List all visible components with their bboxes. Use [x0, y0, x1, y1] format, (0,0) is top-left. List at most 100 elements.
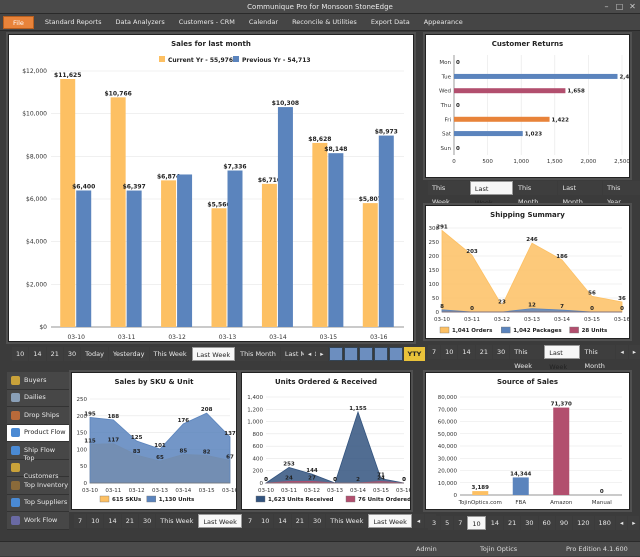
- pie-chart-icon[interactable]: [358, 347, 373, 361]
- sidebar-item-top-customers[interactable]: Top Customers: [7, 454, 69, 480]
- x-tick-label: Amazon: [550, 500, 573, 506]
- sidebar-item-top-inventory[interactable]: Top Inventory: [7, 477, 69, 495]
- sales-tab-10[interactable]: 10: [12, 347, 29, 361]
- source-tab-120[interactable]: 120: [573, 516, 594, 530]
- legend-swatch: [439, 326, 450, 334]
- sidebar-item-top-suppliers[interactable]: Top Suppliers: [7, 494, 69, 512]
- menu-appearance[interactable]: Appearance: [423, 17, 463, 26]
- sales-tab-14[interactable]: 14: [29, 347, 46, 361]
- source-tab-14[interactable]: 14: [486, 516, 503, 530]
- shipping-tab-this-week[interactable]: This Week: [510, 345, 544, 370]
- source-tab-21[interactable]: 21: [503, 516, 521, 530]
- sku-tab-21[interactable]: 21: [121, 514, 138, 528]
- data-label: 117: [108, 438, 120, 444]
- sidebar-item-dailies[interactable]: Dailies: [7, 389, 69, 407]
- shipping-tab-10[interactable]: 10: [441, 345, 458, 359]
- units-tab-7[interactable]: 7: [244, 514, 257, 528]
- prev-arrow-icon[interactable]: ◂: [616, 345, 628, 359]
- yty-button[interactable]: YTY: [403, 347, 426, 361]
- shipping-tab-30[interactable]: 30: [492, 345, 510, 359]
- y-tick-label: Fri: [444, 117, 451, 123]
- sidebar-item-label: Ship Flow: [24, 445, 56, 454]
- returns-tab-this-year[interactable]: This Year: [603, 181, 640, 206]
- sales-tab-30[interactable]: 30: [63, 347, 81, 361]
- y-tick-label: 200: [429, 254, 440, 260]
- sku-tab-this-week[interactable]: This Week: [156, 514, 198, 528]
- shipping-tab-last-week[interactable]: Last Week: [544, 345, 580, 371]
- returns-tab-this-week[interactable]: This Week: [428, 181, 469, 206]
- shipping-tab-7[interactable]: 7: [428, 345, 441, 359]
- sku-tab-7[interactable]: 7: [74, 514, 87, 528]
- sales-tab-yesterday[interactable]: Yesterday: [108, 347, 149, 361]
- y-tick-label: 1,200: [247, 407, 263, 413]
- menu-data-analyzers[interactable]: Data Analyzers: [115, 17, 165, 26]
- data-label: $6,400: [72, 183, 95, 190]
- sales-tab-this-week[interactable]: This Week: [149, 347, 191, 361]
- units-tab-last-week[interactable]: Last Week: [368, 514, 412, 528]
- sku-tab-30[interactable]: 30: [138, 514, 156, 528]
- y-tick-label: 1,400: [247, 395, 263, 401]
- menu-export-data[interactable]: Export Data: [370, 17, 410, 26]
- returns-tab-last-month[interactable]: Last Month: [558, 181, 603, 206]
- source-tab-180[interactable]: 180: [594, 516, 615, 530]
- sku-tab-10[interactable]: 10: [87, 514, 104, 528]
- shipping-tab-21[interactable]: 21: [475, 345, 492, 359]
- close-icon[interactable]: ✕: [629, 2, 636, 11]
- sidebar-item-buyers[interactable]: Buyers: [7, 372, 69, 390]
- source-tab-7[interactable]: 7: [454, 516, 467, 530]
- source-tab-30[interactable]: 30: [521, 516, 538, 530]
- bar-chart-icon[interactable]: [328, 347, 343, 361]
- menu-calendar[interactable]: Calendar: [248, 17, 279, 26]
- data-label: 291: [436, 225, 448, 231]
- x-tick-label: FBA: [515, 500, 526, 506]
- sales-tab-this-month[interactable]: This Month: [236, 347, 280, 361]
- menu-standard-reports[interactable]: Standard Reports: [44, 17, 102, 26]
- units-tab-14[interactable]: 14: [274, 514, 291, 528]
- source-tab-5[interactable]: 5: [441, 516, 454, 530]
- source-tab-3[interactable]: 3: [428, 516, 441, 530]
- sku-tab-last-week[interactable]: Last Week: [198, 514, 242, 528]
- minimize-icon[interactable]: –: [604, 2, 609, 11]
- sales-tab-21[interactable]: 21: [46, 347, 63, 361]
- prev-arrow-icon[interactable]: ◂: [304, 347, 316, 361]
- sidebar-item-drop-ships[interactable]: Drop Ships: [7, 407, 69, 425]
- sidebar-item-work-flow[interactable]: Work Flow: [7, 512, 69, 530]
- units-tab-21[interactable]: 21: [291, 514, 308, 528]
- area-chart-icon[interactable]: [343, 347, 358, 361]
- next-arrow-icon[interactable]: ▸: [316, 347, 328, 361]
- menu-customers-crm[interactable]: Customers - CRM: [178, 17, 235, 26]
- next-arrow-icon[interactable]: ▸: [628, 516, 640, 530]
- line-chart-icon[interactable]: [373, 347, 388, 361]
- sidebar-item-ship-flow[interactable]: Ship Flow: [7, 442, 69, 460]
- maximize-icon[interactable]: □: [615, 2, 624, 11]
- prev-arrow-icon[interactable]: ◂: [615, 516, 628, 530]
- scatter-chart-icon[interactable]: [388, 347, 403, 361]
- source-tab-60[interactable]: 60: [538, 516, 555, 530]
- units-tab-10[interactable]: 10: [257, 514, 274, 528]
- data-label: 0: [402, 477, 406, 483]
- returns-tab-this-month[interactable]: This Month: [514, 181, 558, 206]
- source-tab-10[interactable]: 10: [467, 516, 486, 530]
- sales-tab-last-week[interactable]: Last Week: [191, 347, 236, 361]
- menu-file[interactable]: File: [3, 15, 34, 29]
- sku-tab-14[interactable]: 14: [104, 514, 121, 528]
- units-tab-30[interactable]: 30: [308, 514, 326, 528]
- returns-tab-last-week[interactable]: Last Week: [469, 181, 514, 207]
- shipping-tab-14[interactable]: 14: [458, 345, 475, 359]
- sales-tab-today[interactable]: Today: [81, 347, 108, 361]
- data-label: 1,658: [567, 89, 585, 95]
- next-arrow-icon[interactable]: ▸: [628, 345, 640, 359]
- units-ordered-title: Units Ordered & Received: [274, 378, 378, 386]
- legend-swatch: [500, 326, 511, 334]
- shipping-tab-this-month[interactable]: This Month: [580, 345, 616, 370]
- prev-arrow-icon[interactable]: ◂: [412, 514, 425, 528]
- x-tick-label: 2,000: [581, 159, 597, 165]
- data-label: 137: [224, 431, 236, 437]
- menu-reconcile-utilities[interactable]: Reconcile & Utilities: [292, 17, 357, 26]
- work-flow-icon: [11, 515, 20, 525]
- customer-returns-tabs: This Week Last Week This Month Last Month Th…: [428, 181, 640, 207]
- data-label: 195: [84, 411, 96, 417]
- source-tab-90[interactable]: 90: [555, 516, 573, 530]
- sidebar-item-product-flow[interactable]: Product Flow: [7, 424, 69, 442]
- units-tab-this-week[interactable]: This Week: [326, 514, 368, 528]
